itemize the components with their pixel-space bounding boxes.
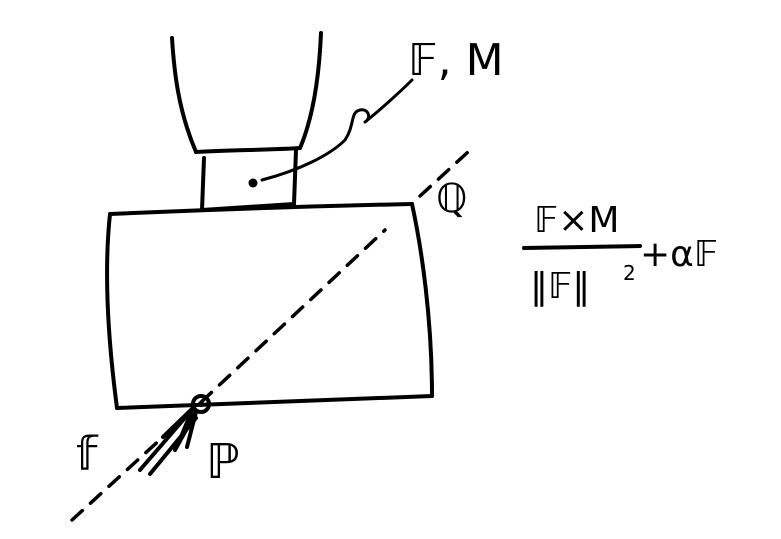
force-label: 𝕗 [76,427,99,481]
object-body [105,202,434,410]
contact-point-label: ℙ [206,434,240,490]
contact-point-marker [191,394,211,414]
formula-denominator: ‖𝔽‖ [530,266,590,307]
sensor-block [200,148,298,212]
finger-link [170,31,323,154]
wrench-leader-line [260,78,414,182]
formula-exponent: 2 [623,261,636,285]
formula-tail: +α𝔽 [640,234,718,275]
force-arrow [138,406,198,476]
wrench-label: 𝔽, M [408,35,504,86]
wrench-axis-line [70,228,387,522]
formula-numerator: 𝔽×M [534,200,619,241]
wrench-axis-formula: 𝔽×M ‖𝔽‖ 2 +α𝔽 [522,200,718,307]
axis-point-label: ℚ [436,176,467,222]
fraction-bar [522,244,642,250]
sensor-origin-point [248,178,258,188]
wrench-axis-tail [418,150,470,198]
